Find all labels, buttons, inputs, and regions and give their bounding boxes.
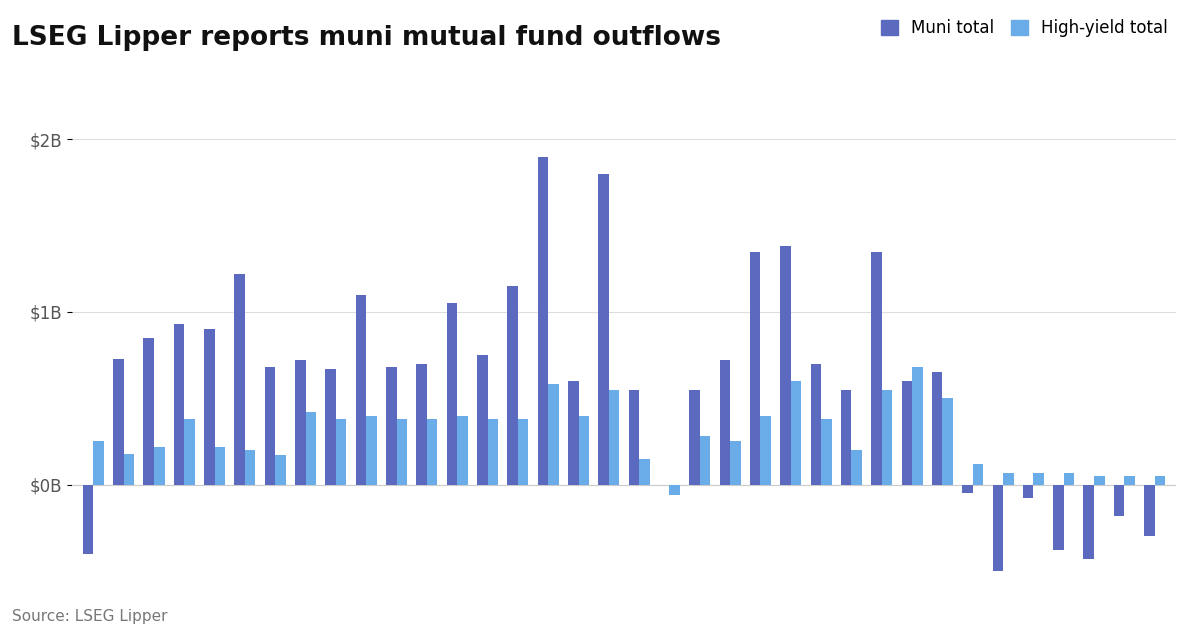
Legend: Muni total, High-yield total: Muni total, High-yield total: [881, 19, 1168, 37]
Text: LSEG Lipper reports muni mutual fund outflows: LSEG Lipper reports muni mutual fund out…: [12, 25, 721, 51]
Bar: [416, 364, 427, 484]
Bar: [852, 450, 862, 484]
Bar: [578, 416, 589, 484]
Bar: [366, 416, 377, 484]
Bar: [750, 251, 761, 484]
Bar: [113, 358, 124, 484]
Bar: [1084, 484, 1094, 559]
Bar: [780, 246, 791, 484]
Bar: [932, 372, 942, 484]
Bar: [761, 416, 772, 484]
Bar: [548, 384, 559, 484]
Bar: [1054, 484, 1063, 550]
Bar: [124, 454, 134, 484]
Bar: [446, 303, 457, 484]
Bar: [306, 412, 316, 484]
Bar: [1144, 484, 1154, 536]
Bar: [992, 484, 1003, 571]
Bar: [1114, 484, 1124, 516]
Bar: [143, 338, 154, 484]
Bar: [689, 390, 700, 484]
Bar: [730, 442, 740, 484]
Bar: [599, 174, 608, 484]
Bar: [1124, 476, 1135, 484]
Bar: [973, 464, 984, 484]
Bar: [487, 419, 498, 484]
Bar: [174, 324, 185, 484]
Bar: [215, 447, 226, 484]
Bar: [427, 419, 438, 484]
Bar: [518, 419, 528, 484]
Bar: [396, 419, 407, 484]
Bar: [629, 390, 640, 484]
Bar: [810, 364, 821, 484]
Bar: [508, 286, 518, 484]
Bar: [901, 381, 912, 484]
Bar: [1022, 484, 1033, 498]
Bar: [791, 381, 802, 484]
Bar: [871, 251, 882, 484]
Bar: [1094, 476, 1105, 484]
Bar: [386, 367, 396, 484]
Bar: [336, 419, 347, 484]
Bar: [640, 459, 649, 484]
Bar: [700, 437, 710, 484]
Text: Source: LSEG Lipper: Source: LSEG Lipper: [12, 609, 168, 624]
Bar: [821, 419, 832, 484]
Bar: [325, 369, 336, 484]
Bar: [154, 447, 164, 484]
Bar: [538, 157, 548, 484]
Bar: [245, 450, 256, 484]
Bar: [670, 484, 680, 495]
Bar: [234, 274, 245, 484]
Bar: [882, 390, 893, 484]
Bar: [476, 355, 487, 484]
Bar: [295, 360, 306, 484]
Bar: [912, 367, 923, 484]
Bar: [264, 367, 275, 484]
Bar: [275, 455, 286, 484]
Bar: [942, 398, 953, 484]
Bar: [1033, 472, 1044, 484]
Bar: [608, 390, 619, 484]
Bar: [457, 416, 468, 484]
Bar: [185, 419, 194, 484]
Bar: [841, 390, 852, 484]
Bar: [204, 329, 215, 484]
Bar: [1003, 472, 1014, 484]
Bar: [94, 442, 104, 484]
Bar: [1063, 472, 1074, 484]
Bar: [568, 381, 578, 484]
Bar: [720, 360, 730, 484]
Bar: [83, 484, 94, 554]
Bar: [355, 295, 366, 484]
Bar: [962, 484, 973, 493]
Bar: [1154, 476, 1165, 484]
